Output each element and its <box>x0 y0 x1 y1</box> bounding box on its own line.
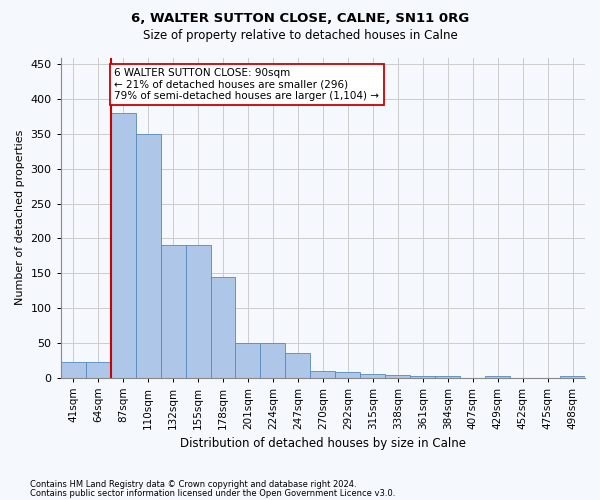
Bar <box>361 374 385 378</box>
Y-axis label: Number of detached properties: Number of detached properties <box>15 130 25 305</box>
Bar <box>161 246 185 378</box>
Bar <box>335 372 361 378</box>
Bar <box>310 370 335 378</box>
Bar <box>485 376 510 378</box>
Text: 6 WALTER SUTTON CLOSE: 90sqm
← 21% of detached houses are smaller (296)
79% of s: 6 WALTER SUTTON CLOSE: 90sqm ← 21% of de… <box>115 68 379 101</box>
Bar <box>185 246 211 378</box>
Text: Contains HM Land Registry data © Crown copyright and database right 2024.: Contains HM Land Registry data © Crown c… <box>30 480 356 489</box>
Bar <box>560 376 585 378</box>
X-axis label: Distribution of detached houses by size in Calne: Distribution of detached houses by size … <box>180 437 466 450</box>
Text: Size of property relative to detached houses in Calne: Size of property relative to detached ho… <box>143 29 457 42</box>
Bar <box>235 342 260 378</box>
Text: Contains public sector information licensed under the Open Government Licence v3: Contains public sector information licen… <box>30 488 395 498</box>
Bar <box>435 376 460 378</box>
Bar <box>260 342 286 378</box>
Bar <box>286 353 310 378</box>
Bar <box>61 362 86 378</box>
Bar <box>136 134 161 378</box>
Bar <box>86 362 110 378</box>
Bar <box>110 113 136 378</box>
Text: 6, WALTER SUTTON CLOSE, CALNE, SN11 0RG: 6, WALTER SUTTON CLOSE, CALNE, SN11 0RG <box>131 12 469 26</box>
Bar <box>410 376 435 378</box>
Bar <box>211 276 235 378</box>
Bar <box>385 376 410 378</box>
